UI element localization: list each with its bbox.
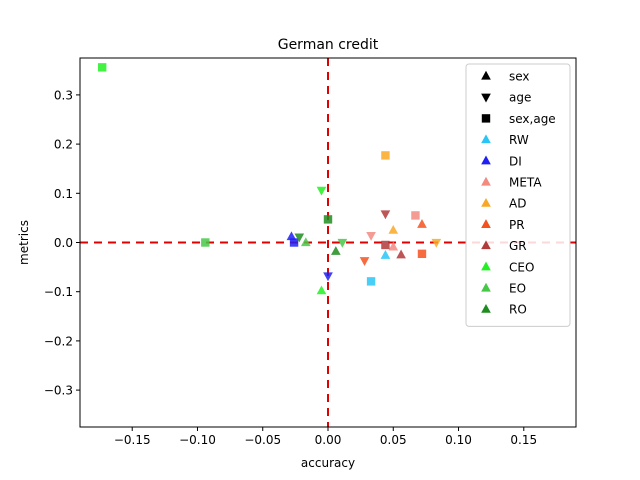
data-point-ro-triangle-up	[331, 246, 341, 255]
legend-label: META	[509, 176, 542, 190]
x-tick-label: −0.05	[244, 433, 281, 447]
legend-box	[465, 63, 571, 327]
y-tick-label: 0.1	[54, 187, 73, 201]
data-point-pr-triangle-up	[417, 219, 427, 228]
data-point-gr-triangle-down	[380, 210, 391, 220]
data-points	[97, 63, 442, 295]
legend-label: RO	[509, 303, 527, 317]
y-axis-label: metrics	[17, 220, 31, 265]
legend-marker-age	[481, 93, 491, 103]
y-tick-label: 0.3	[54, 88, 73, 102]
legend-marker-CEO	[481, 261, 491, 271]
legend-marker-RW	[481, 134, 491, 144]
data-point-ceo-triangle-up	[316, 285, 327, 295]
data-point-eo-triangle-up	[300, 237, 311, 247]
legend-marker-GR	[481, 240, 491, 250]
legend-marker-META	[481, 176, 491, 186]
legend-marker-DI	[481, 155, 491, 165]
data-point-pr-triangle-down	[359, 257, 370, 266]
legend-label: DI	[509, 154, 522, 168]
data-point-meta-triangle-down	[366, 232, 376, 241]
data-point-eo-triangle-down	[337, 238, 348, 248]
data-point-ad-square	[381, 151, 390, 160]
legend-label: CEO	[509, 260, 534, 274]
legend-marker-EO	[481, 282, 491, 292]
data-point-ceo-square	[97, 63, 107, 72]
legend-marker-sex	[481, 70, 491, 80]
y-tick-label: 0.2	[54, 138, 73, 152]
data-point-meta-triangle-up	[388, 241, 399, 251]
x-tick-label: 0.10	[445, 433, 472, 447]
data-point-ad-triangle-down	[431, 238, 442, 248]
data-point-ad-triangle-up	[388, 224, 399, 234]
legend: sex age sex,age RW DI META AD PR GR CEO EO RO	[465, 63, 571, 327]
legend-marker-sex-age	[481, 114, 491, 123]
legend-label: PR	[509, 218, 525, 232]
y-axis: −0.3 −0.2 −0.1 0.0 0.1 0.2 0.3	[44, 88, 80, 398]
x-tick-label: 0.15	[510, 433, 537, 447]
x-tick-label: −0.15	[114, 433, 151, 447]
y-tick-label: 0.0	[54, 236, 73, 250]
x-axis-label: accuracy	[301, 456, 355, 470]
x-tick-label: 0.00	[315, 433, 342, 447]
data-point-eo-square	[201, 238, 210, 247]
data-point-rw-square	[366, 277, 376, 286]
data-point-ro-square	[323, 215, 333, 224]
legend-label: RW	[509, 133, 529, 147]
y-tick-label: −0.3	[44, 384, 73, 398]
legend-label: GR	[509, 239, 527, 253]
data-point-gr-square	[381, 240, 390, 250]
data-point-gr-triangle-up	[396, 249, 406, 259]
legend-label: age	[509, 91, 531, 105]
data-point-di-square	[289, 238, 299, 247]
legend-marker-RO	[481, 303, 491, 313]
chart-title: German credit	[278, 37, 379, 53]
data-point-rw-triangle-up	[380, 250, 391, 259]
legend-label: AD	[509, 197, 526, 211]
legend-label: EO	[509, 282, 526, 296]
data-point-pr-square	[417, 249, 427, 259]
data-point-meta-square	[411, 211, 420, 220]
legend-marker-AD	[481, 197, 491, 207]
data-point-ceo-triangle-down	[316, 186, 327, 196]
legend-label: sex	[509, 70, 530, 84]
legend-label: sex,age	[509, 112, 556, 126]
y-tick-label: −0.2	[44, 334, 73, 348]
legend-marker-PR	[481, 219, 491, 228]
data-point-di-triangle-up	[286, 231, 297, 241]
data-point-ro-triangle-down	[294, 233, 305, 243]
data-point-di-triangle-down	[323, 272, 333, 282]
x-axis: −0.15 −0.10 −0.05 0.00 0.05 0.10 0.15	[114, 427, 537, 447]
x-tick-label: 0.05	[380, 433, 407, 447]
y-tick-label: −0.1	[44, 285, 73, 299]
x-tick-label: −0.10	[179, 433, 216, 447]
